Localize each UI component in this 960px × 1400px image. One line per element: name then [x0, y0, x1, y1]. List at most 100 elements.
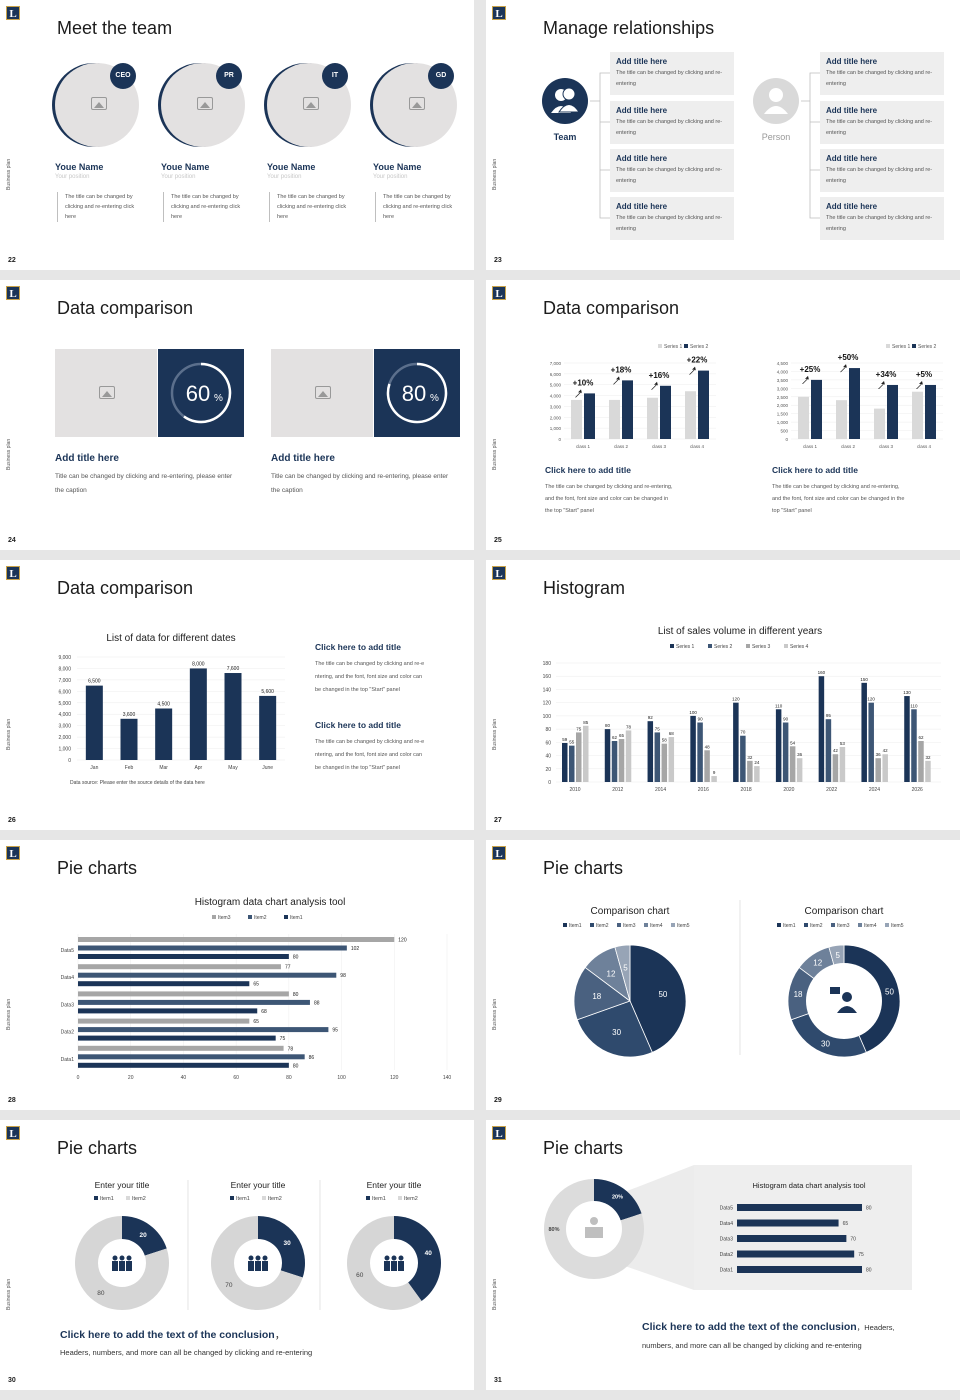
legend-label: Series 3 [752, 644, 771, 650]
member-photo[interactable] [267, 63, 351, 147]
bar-chart: List of data for different dates 9,000 8,0… [58, 633, 424, 786]
value-label: 86 [309, 1055, 315, 1061]
legend-label: Item2 [810, 923, 823, 929]
card-title: Add title here [55, 453, 119, 464]
slide-26[interactable]: L Business plan Data comparison List of … [0, 560, 474, 830]
card-image[interactable] [271, 349, 373, 437]
bar [839, 746, 846, 782]
slice-label: 18 [592, 992, 601, 1001]
relation-box[interactable]: Add title here The title can be changed … [610, 52, 734, 95]
relation-box[interactable]: Add title here The title can be changed … [820, 197, 944, 240]
year-label: 2018 [741, 787, 752, 793]
bar [661, 743, 668, 782]
source-note: Data source: Please enter the source det… [70, 780, 205, 786]
tick-label: 4,000 [777, 369, 789, 374]
logo: L [492, 846, 506, 860]
relation-box[interactable]: Add title here The title can be changed … [610, 101, 734, 144]
value-label: 8,000 [192, 661, 205, 667]
bar-series1 [647, 397, 658, 439]
box-title: Add title here [616, 57, 668, 66]
value-label: 80 [866, 1268, 872, 1274]
value-label: 7,600 [227, 666, 240, 672]
bar-series2 [584, 393, 595, 439]
bar [882, 754, 888, 782]
bar-series1 [609, 399, 620, 439]
value-label: 42 [883, 748, 889, 753]
card-image[interactable] [55, 349, 157, 437]
bar [78, 964, 281, 970]
slice-label: 12 [607, 969, 616, 978]
value-label: 120 [867, 697, 875, 702]
caption-body: The title can be changed by clicking and… [545, 484, 673, 490]
value-label: 75 [576, 726, 582, 731]
bar [704, 750, 710, 782]
box-title: Add title here [616, 154, 668, 163]
relation-box[interactable]: Add title here The title can be changed … [610, 149, 734, 192]
growth-label: +34% [876, 370, 897, 379]
relation-box[interactable]: Add title here The title can be changed … [820, 101, 944, 144]
tick-label: 2,000 [58, 735, 71, 741]
relation-box[interactable]: Add title here The title can be changed … [820, 52, 944, 95]
tick-label: 500 [780, 429, 788, 434]
card-body: Title can be changed by clicking and re-… [271, 473, 449, 494]
growth-label: +5% [916, 370, 932, 379]
bar-series1 [685, 391, 696, 439]
block-body: be changed in the top "Start" panel [315, 687, 400, 693]
page-number: 22 [8, 257, 16, 264]
slide-24[interactable]: L Business plan Data comparison 60% Add t… [0, 280, 474, 550]
connector-lines [590, 72, 820, 219]
value-label: 75 [655, 726, 661, 731]
bar [120, 718, 138, 760]
bar [733, 702, 739, 782]
relation-box[interactable]: Add title here The title can be changed … [610, 197, 734, 240]
slide-28[interactable]: L Business plan Pie charts Histogram dat… [0, 840, 474, 1110]
person-body-icon [398, 1261, 404, 1271]
logo: L [492, 6, 506, 20]
logo: L [6, 1126, 20, 1140]
image-placeholder-icon [197, 97, 213, 110]
legend-swatch [912, 344, 916, 348]
bar-series1 [912, 391, 923, 439]
category-label: May [228, 765, 238, 771]
bar [85, 685, 103, 760]
value-label: 110 [910, 703, 918, 708]
member-desc: The title can be changed by clicking and… [163, 192, 243, 222]
box-body: The title can be changed by clicking and… [616, 119, 723, 136]
relation-box[interactable]: Add title here The title can be changed … [820, 149, 944, 192]
block-body: ntering, and the font, font size and col… [315, 674, 422, 680]
bar [618, 739, 625, 782]
slide-29[interactable]: L Business plan Pie charts Comparison ch… [486, 840, 960, 1110]
legend-swatch [746, 644, 750, 648]
bar [576, 732, 582, 782]
person-body-icon [248, 1261, 254, 1271]
bar [911, 709, 917, 782]
bar [697, 722, 703, 782]
tick-label: 80 [545, 727, 551, 733]
value-label: 36 [797, 752, 803, 757]
bar [825, 719, 832, 782]
slide-30[interactable]: L Business plan Pie charts Enter your ti… [0, 1120, 474, 1390]
slide-27[interactable]: L Business plan Histogram List of sales … [486, 560, 960, 830]
slide-31[interactable]: L Business plan Pie charts 20% 80% Histogr… [486, 1120, 960, 1390]
slide-22[interactable]: L Business plan Meet the team CEO Youe Na… [0, 0, 474, 270]
bar [78, 1054, 305, 1060]
legend-swatch [885, 923, 889, 927]
slide-25[interactable]: L Business plan Data comparison Series 1… [486, 280, 960, 550]
bar [562, 742, 568, 782]
consultant-icon [842, 992, 852, 1002]
growth-label: +25% [800, 365, 821, 374]
box-title: Add title here [616, 202, 668, 211]
conclusion[interactable]: Click here to add the text of the conclu… [642, 1321, 895, 1333]
member-desc: The title can be changed by clicking and… [375, 192, 455, 222]
value-label: 150 [860, 677, 868, 682]
slide-23[interactable]: L Business plan Manage relationships Tea… [486, 0, 960, 270]
conclusion[interactable]: Click here to add the text of the conclu… [60, 1329, 286, 1341]
tick-label: 3,500 [777, 378, 789, 383]
percent-value: 80 [402, 381, 426, 406]
donut-charts: Enter your title Item1 Item2 20 80 Enter your… [74, 1180, 441, 1310]
category-label: class 3 [652, 444, 667, 449]
category-label: class 1 [803, 444, 818, 449]
bar-series1 [798, 396, 809, 439]
growth-label: +22% [687, 356, 708, 365]
value-label: 58 [662, 738, 668, 743]
